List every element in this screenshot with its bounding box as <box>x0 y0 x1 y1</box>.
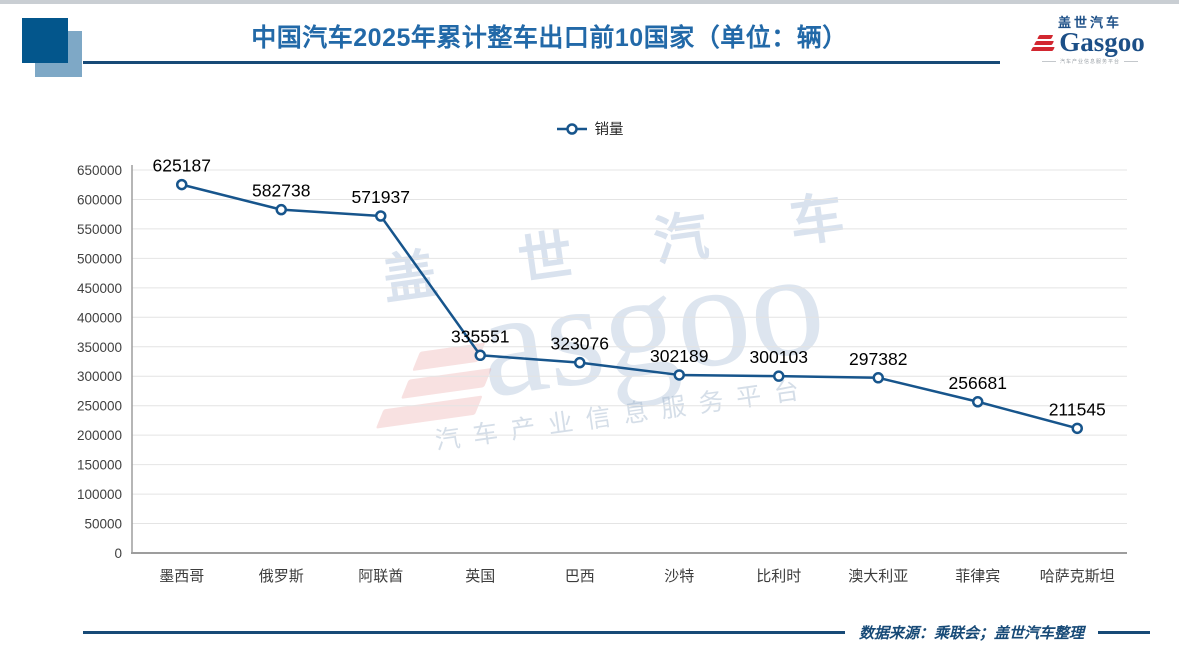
x-category-label: 墨西哥 <box>159 568 204 585</box>
y-tick-label: 200000 <box>77 428 122 443</box>
logo-chinese-name: 盖世汽车 <box>1057 15 1122 30</box>
x-category-label: 菲律宾 <box>955 568 1000 585</box>
y-tick-label: 450000 <box>77 281 122 296</box>
data-point-marker <box>474 349 486 362</box>
y-tick-label: 600000 <box>77 192 122 207</box>
y-tick-label: 550000 <box>77 222 122 237</box>
legend-line-marker-icon <box>556 122 587 135</box>
legend-series-label: 销量 <box>594 122 624 138</box>
data-point-marker <box>574 356 586 369</box>
data-point-label: 625187 <box>153 156 211 176</box>
data-point-marker <box>673 369 685 381</box>
page-title: 中国汽车2025年累计整车出口前10国家（单位：辆） <box>251 24 848 52</box>
logo-tagline: 汽车产业信息服务平台 <box>1042 58 1138 65</box>
x-category-label: 哈萨克斯坦 <box>1040 568 1115 585</box>
title-underline <box>83 61 1000 64</box>
data-point-label: 211545 <box>1049 399 1106 419</box>
y-tick-label: 100000 <box>77 487 122 502</box>
x-category-label: 英国 <box>465 567 495 585</box>
y-tick-label: 50000 <box>84 517 122 532</box>
x-category-label: 沙特 <box>664 568 694 585</box>
x-category-label: 阿联酋 <box>358 567 403 585</box>
y-tick-label: 650000 <box>77 163 122 178</box>
y-tick-label: 500000 <box>77 251 122 266</box>
x-category-label: 巴西 <box>565 568 595 585</box>
logo-g-stripes-icon <box>1030 34 1062 51</box>
x-category-label: 俄罗斯 <box>259 568 304 585</box>
line-chart-area: 盖 世 汽 车 asgoo 汽车产业信息服务平台 0 50000 100000 150… <box>0 145 1179 605</box>
data-point-marker <box>972 396 984 408</box>
chart-legend: 销量 <box>0 118 1179 139</box>
y-tick-label: 150000 <box>77 458 122 473</box>
data-point-label: 571937 <box>352 187 410 207</box>
y-tick-label: 250000 <box>77 399 122 414</box>
data-point-marker <box>773 370 785 382</box>
footer-rule-left <box>83 631 845 634</box>
data-point-label: 300103 <box>750 347 808 367</box>
data-point-label: 297382 <box>849 349 907 369</box>
data-point-label: 335551 <box>451 326 509 346</box>
data-point-label: 582738 <box>252 181 310 201</box>
x-category-label: 比利时 <box>756 568 801 585</box>
y-tick-label: 0 <box>114 546 122 561</box>
y-tick-label: 400000 <box>77 310 122 325</box>
data-point-marker <box>176 178 188 191</box>
series-line <box>181 183 1078 430</box>
logo-english-name: asgoo <box>1080 27 1145 57</box>
data-point-marker <box>375 210 387 222</box>
data-source-text: 数据来源：乘联会；盖世汽车整理 <box>858 625 1084 642</box>
x-category-label: 澳大利亚 <box>848 568 908 585</box>
data-point-label: 323076 <box>551 334 609 354</box>
data-point-label: 302189 <box>650 346 708 366</box>
footer-rule-right <box>1098 631 1150 634</box>
y-tick-label: 350000 <box>77 340 122 355</box>
sales-line-chart: 0 50000 100000 150000 200000 250000 300000 3500… <box>77 156 1127 585</box>
footer: 数据来源：乘联会；盖世汽车整理 <box>83 622 1150 643</box>
y-tick-label: 300000 <box>77 369 122 384</box>
data-point-marker <box>872 372 884 384</box>
top-border-strip <box>0 0 1179 4</box>
decoration-square-dark <box>22 18 68 63</box>
data-point-marker <box>275 203 287 216</box>
logo-initial: G <box>1059 27 1081 57</box>
data-point-marker <box>1071 422 1083 435</box>
data-point-label: 256681 <box>949 373 1007 393</box>
